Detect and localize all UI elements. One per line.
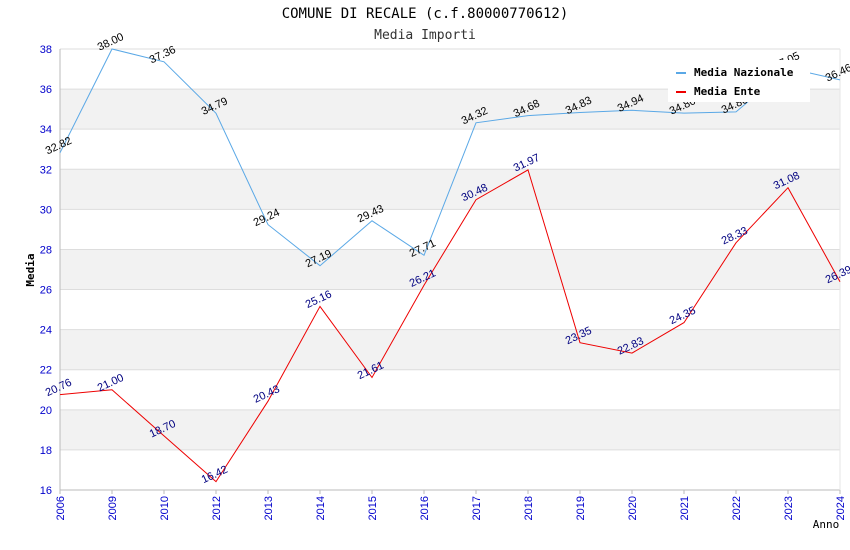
x-tick-labels: 2006 2009 2010 2012 2013 2014 2015 2016 2017 2018… — [55, 490, 847, 520]
legend-label: Media Ente — [694, 85, 761, 98]
data-label-nazionale: 29.24 — [252, 207, 282, 230]
data-label-ente: 25.16 — [304, 288, 334, 311]
plot-bands — [60, 89, 840, 450]
series-line-media-ente — [59, 169, 841, 483]
x-tick-label: 2014 — [315, 496, 327, 520]
y-axis-label: Media — [24, 253, 37, 286]
x-tick-label: 2023 — [783, 496, 795, 520]
x-tick-label: 2019 — [575, 496, 587, 520]
chart-title: COMUNE DI RECALE (c.f.80000770612) — [282, 6, 569, 22]
data-label-nazionale: 36.46 — [824, 62, 850, 85]
y-tick-label: 22 — [40, 365, 52, 377]
y-tick-label: 28 — [40, 244, 52, 256]
x-tick-label: 2016 — [419, 496, 431, 520]
series-line-media-nazionale — [59, 48, 841, 267]
y-tick-label: 26 — [40, 285, 52, 297]
y-tick-labels: 16 18 20 22 24 26 28 30 32 34 36 38 — [40, 44, 52, 497]
x-tick-label: 2012 — [211, 496, 223, 520]
x-tick-label: 2024 — [835, 496, 847, 520]
data-label-ente: 16.42 — [200, 464, 230, 487]
y-tick-label: 24 — [40, 325, 52, 337]
x-tick-label: 2009 — [107, 496, 119, 520]
x-tick-label: 2022 — [731, 496, 743, 520]
legend-label: Media Nazionale — [694, 66, 794, 79]
grid-band — [60, 249, 840, 290]
grid-band — [60, 329, 840, 370]
x-tick-label: 2015 — [367, 496, 379, 520]
x-tick-label: 2018 — [523, 496, 535, 520]
legend-box — [668, 60, 810, 102]
series-lines — [59, 48, 841, 483]
data-label-nazionale: 37.36 — [148, 44, 178, 67]
data-label-nazionale: 32.82 — [44, 135, 74, 158]
grid-band — [60, 409, 840, 450]
y-tick-label: 18 — [40, 445, 52, 457]
x-tick-label: 2013 — [263, 496, 275, 520]
y-tick-label: 38 — [40, 44, 52, 56]
data-label-ente: 21.00 — [96, 372, 126, 395]
x-tick-label: 2010 — [159, 496, 171, 520]
grid-lines — [60, 48, 840, 491]
x-tick-label: 2020 — [627, 496, 639, 520]
y-tick-label: 20 — [40, 405, 52, 417]
y-tick-label: 16 — [40, 485, 52, 497]
chart-subtitle: Media Importi — [374, 28, 476, 43]
data-label-nazionale: 38.00 — [96, 31, 126, 54]
legend: Media Nazionale Media Ente — [668, 60, 810, 102]
y-tick-label: 30 — [40, 204, 52, 216]
y-tick-label: 32 — [40, 164, 52, 176]
y-tick-label: 36 — [40, 84, 52, 96]
data-label-ente: 20.76 — [44, 377, 74, 400]
axes — [59, 49, 841, 491]
x-axis-label: Anno — [813, 518, 840, 531]
y-tick-label: 34 — [40, 124, 52, 136]
x-tick-label: 2006 — [55, 496, 67, 520]
x-tick-label: 2017 — [471, 496, 483, 520]
x-tick-label: 2021 — [679, 496, 691, 520]
